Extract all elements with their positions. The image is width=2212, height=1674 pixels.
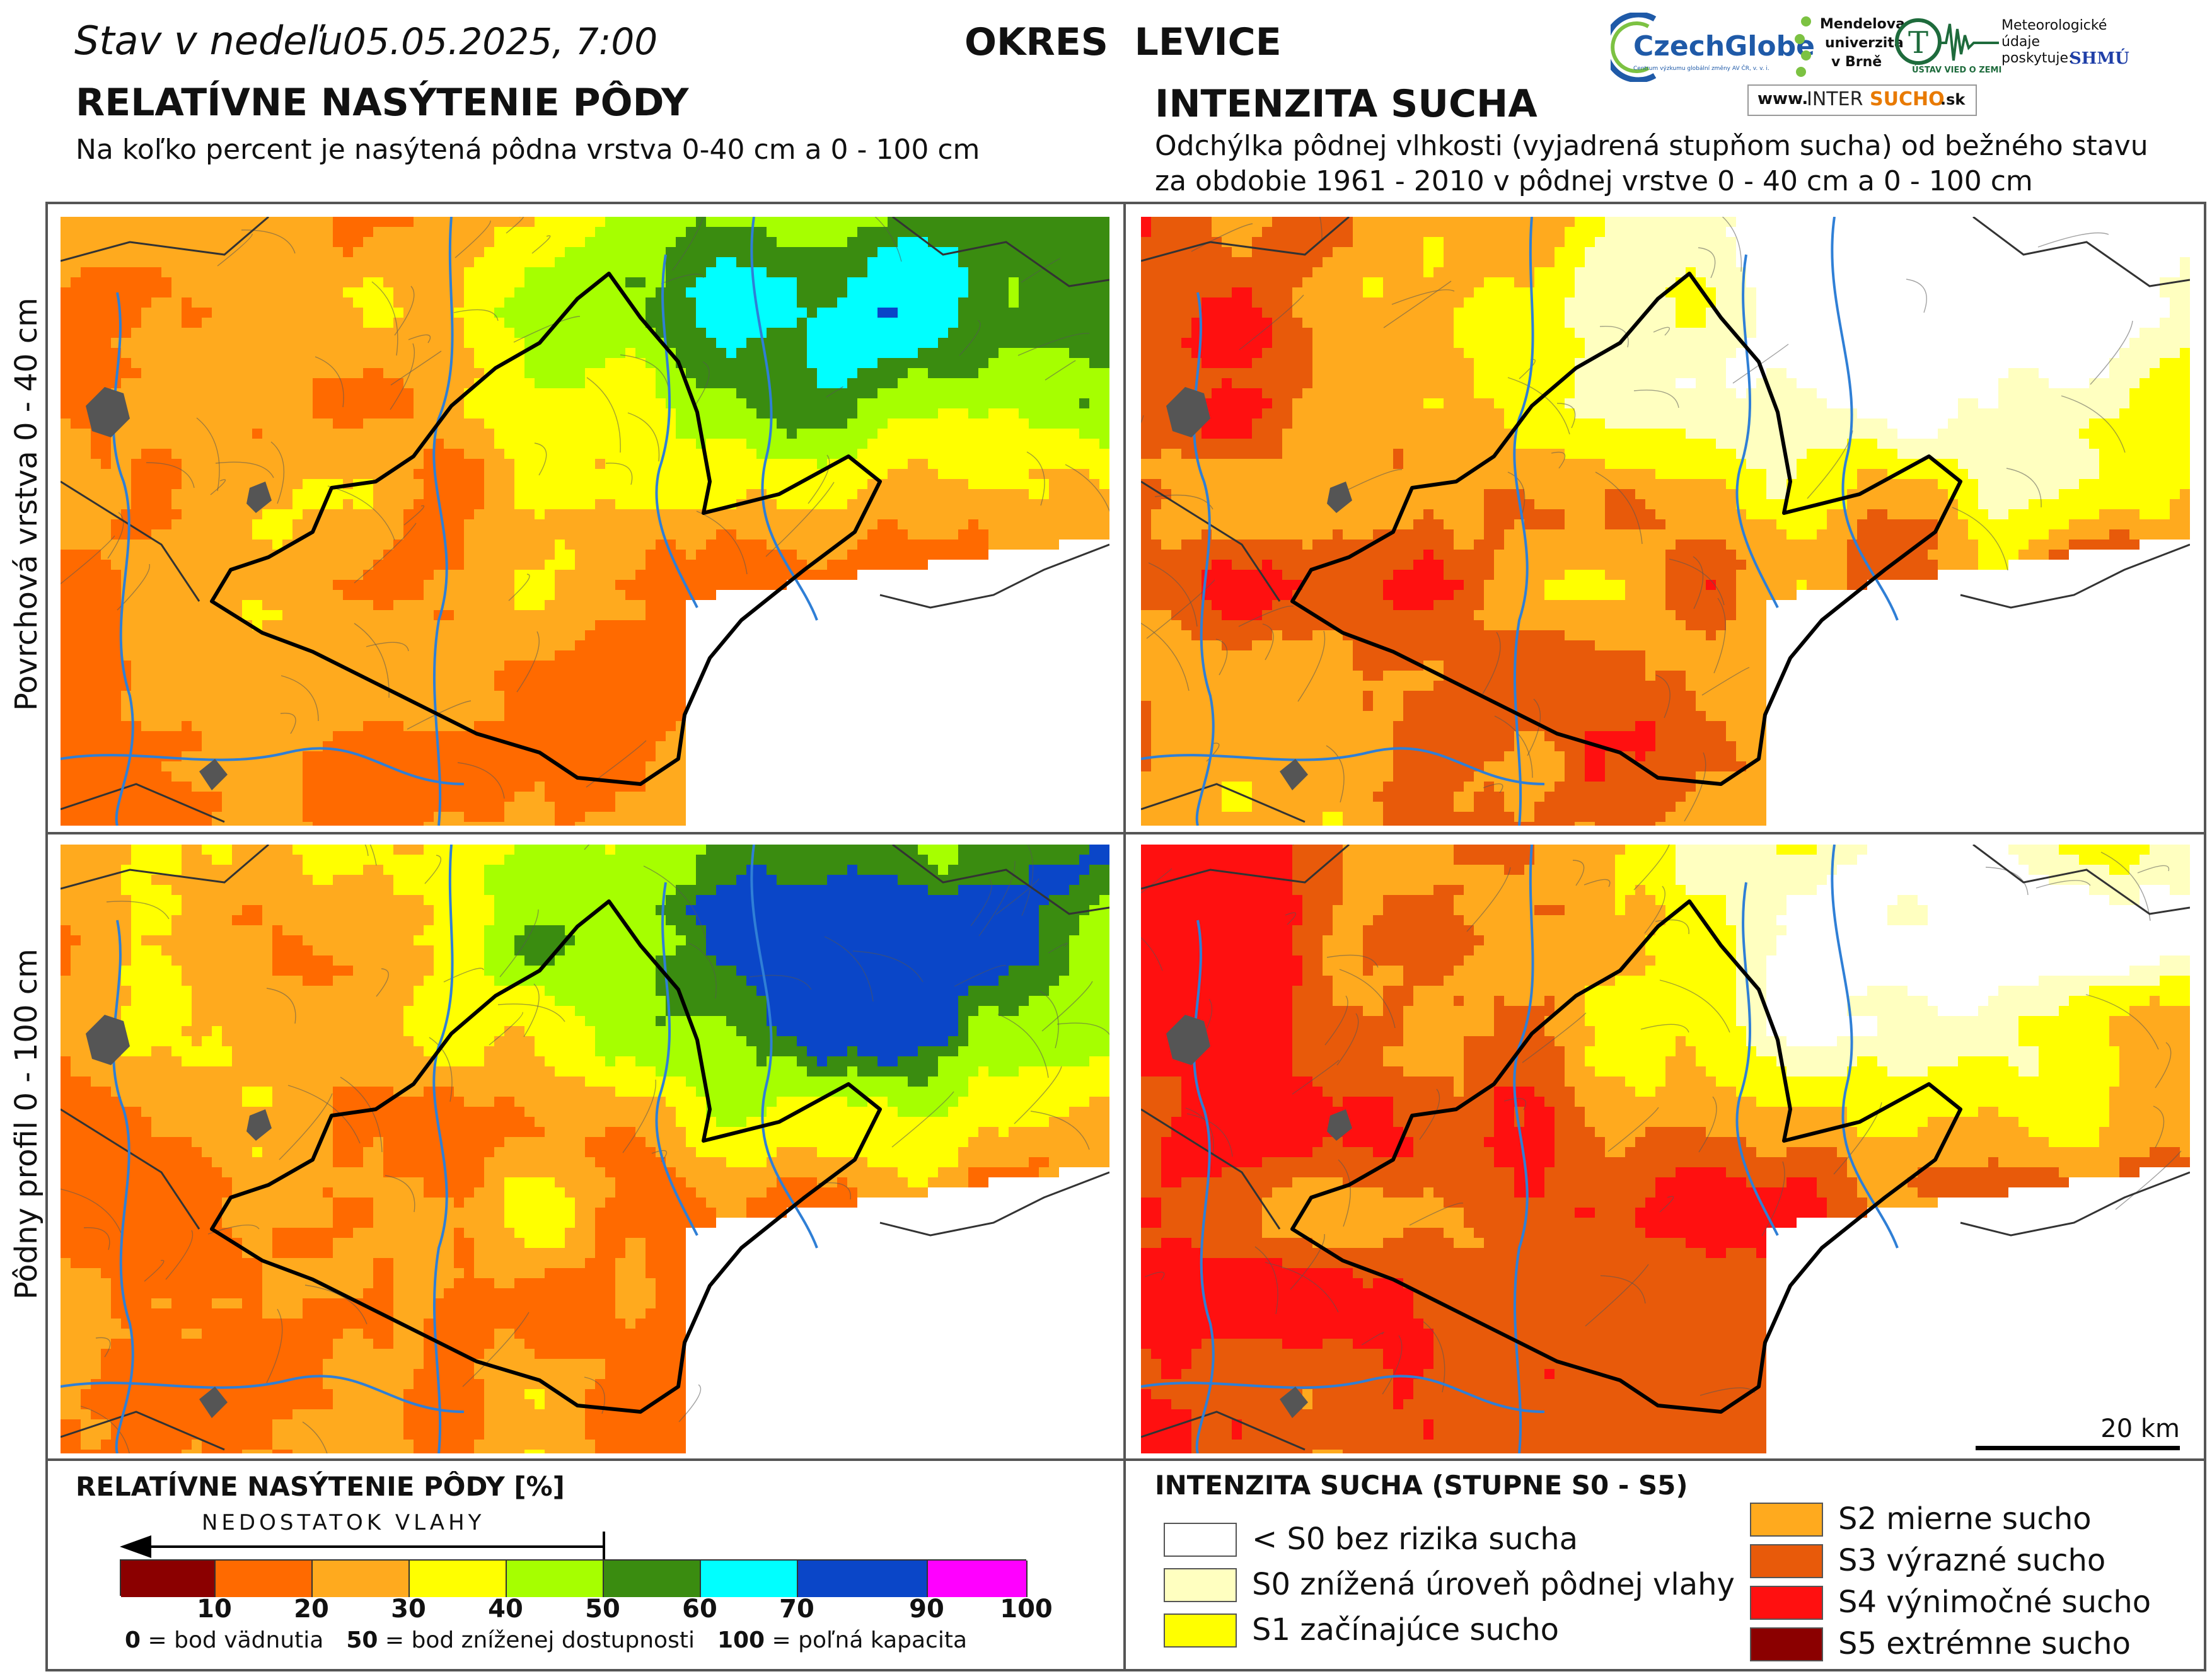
czechglobe-name: CzechGlobe [1633,30,1815,62]
uvz-name: ÚSTAV VIED O ZEMI [1912,66,2001,75]
drought-legend-title: INTENZITA SUCHA (STUPNE S0 - S5) [1155,1470,1688,1501]
map-saturation-profile [61,845,1109,1453]
deficit-arrow: NEDOSTATOK VLAHY [120,1510,606,1561]
czechglobe-logo: CzechGlobe Centrum výzkumu globální změn… [1602,11,1815,83]
drought-legend: < S0 bez rizika sucha S0 znížená úroveň p… [1155,1494,2189,1670]
shmu-logo: SHMÚ [2070,49,2129,68]
drought-swatch [1750,1544,1823,1578]
colorbar-cell-30-40 [410,1561,507,1597]
uvz-logo: T ÚSTAV VIED O ZEMI [1894,16,2001,79]
drought-legend-label: < S0 bez rizika sucha [1252,1521,1578,1557]
intersucho-inter: INTER [1807,88,1863,110]
drought-legend-label: S2 mierne sucho [1838,1501,2092,1537]
saturation-colorbar-ticks: 10 20 30 40 50 60 70 90 100 [120,1595,1053,1626]
scale-bar: 20 km [1976,1414,2180,1455]
colorbar-cell-90-100 [928,1561,1028,1597]
mendel-line3: v Brně [1831,54,1882,70]
date-value: 05.05.2025, 7:00 [343,20,657,63]
scale-bar-line [1976,1446,2180,1450]
map-drought-topsoil [1141,217,2190,826]
intersucho-suffix: .sk [1940,91,1965,108]
right-panel-title: INTENZITA SUCHA [1155,82,1537,126]
row-label-top: Povrchová vrstva 0 - 40 cm [9,297,47,711]
meteo-line3: poskytuje: [2001,50,2073,66]
saturation-colorbar [120,1559,1028,1597]
map-drought-profile [1141,845,2190,1453]
colorbar-tick: 100 [1000,1595,1053,1624]
note-0-value: 0 [125,1627,141,1653]
drought-swatch [1164,1523,1237,1557]
note-0-text: = bod vädnutia [141,1627,324,1653]
deficit-arrow-label: NEDOSTATOK VLAHY [202,1510,485,1535]
scale-bar-label: 20 km [2100,1414,2180,1443]
meteo-provider: Meteorologické údaje poskytuje: SHMÚ [2001,18,2129,87]
drought-legend-label: S1 začínajúce sucho [1252,1612,1559,1648]
mendel-line2: univerzita [1825,35,1904,51]
district-title: OKRES LEVICE [964,20,1282,64]
note-100-value: 100 [717,1627,765,1653]
colorbar-cell-20-30 [313,1561,410,1597]
colorbar-cell-50-60 [604,1561,701,1597]
meteo-line1: Meteorologické [2001,18,2107,33]
colorbar-tick: 20 [294,1595,329,1624]
svg-text:T: T [1908,25,1928,61]
drought-swatch [1750,1627,1823,1661]
drought-legend-label: S4 výnimočné sucho [1838,1585,2151,1620]
intersucho-prefix: www. [1757,89,1808,108]
colorbar-cell-10-20 [216,1561,313,1597]
saturation-legend-title: RELATÍVNE NASÝTENIE PÔDY [%] [76,1471,565,1502]
colorbar-cell-40-50 [507,1561,604,1597]
colorbar-tick: 50 [585,1595,620,1624]
drought-swatch [1164,1613,1237,1648]
drought-legend-label: S3 výrazné sucho [1838,1543,2105,1578]
colorbar-cell-60-70 [701,1561,798,1597]
colorbar-cell-70-90 [798,1561,928,1597]
seismograph-icon: T [1895,18,1999,65]
mendel-logo: Mendelova univerzita v Brně [1793,14,1905,83]
colorbar-tick: 40 [488,1595,523,1624]
horizontal-divider [45,832,2206,834]
right-panel-subtitle-2: za obdobie 1961 - 2010 v pôdnej vrstve 0… [1155,164,2033,199]
note-100-text: = poľná kapacita [765,1627,967,1653]
mendel-dots-icon [1795,16,1811,77]
note-50-text: = bod zníženej dostupnosti [378,1627,695,1653]
colorbar-cell-0-10 [121,1561,216,1597]
drought-swatch [1750,1503,1823,1537]
left-panel-subtitle: Na koľko percent je nasýtená pôdna vrstv… [76,132,980,168]
drought-legend-label: S5 extrémne sucho [1838,1626,2131,1661]
drought-swatch [1750,1586,1823,1620]
left-panel-title: RELATÍVNE NASÝTENIE PÔDY [76,81,688,125]
report-date: Stav v nedeľu05.05.2025, 7:00 [74,18,657,64]
mendel-line1: Mendelova [1820,16,1905,32]
vertical-divider [1123,202,1126,1670]
date-prefix: Stav v nedeľu [74,18,343,64]
map-saturation-topsoil [61,217,1109,826]
intersucho-logo: www. INTER SUCHO .sk [1747,84,1977,116]
intersucho-sucho: SUCHO [1870,88,1945,110]
colorbar-tick: 10 [197,1595,232,1624]
saturation-legend-notes: 0 = bod vädnutia 50 = bod zníženej dostup… [125,1627,967,1653]
drought-swatch [1164,1568,1237,1602]
colorbar-tick: 90 [909,1595,944,1624]
meteo-line2: údaje [2001,34,2040,50]
arrow-left-icon [120,1532,605,1561]
row-label-bottom: Pôdny profil 0 - 100 cm [9,949,47,1300]
right-panel-subtitle-1: Odchýlka pôdnej vlhkosti (vyjadrená stup… [1155,129,2148,164]
colorbar-tick: 70 [779,1595,814,1624]
czechglobe-subtitle: Centrum výzkumu globální změny AV ČR, v.… [1633,66,1769,72]
colorbar-tick: 60 [682,1595,717,1624]
drought-legend-label: S0 znížená úroveň pôdnej vlahy [1252,1567,1735,1602]
colorbar-tick: 30 [391,1595,426,1624]
legend-frame [45,1458,2206,1671]
note-50-value: 50 [346,1627,378,1653]
